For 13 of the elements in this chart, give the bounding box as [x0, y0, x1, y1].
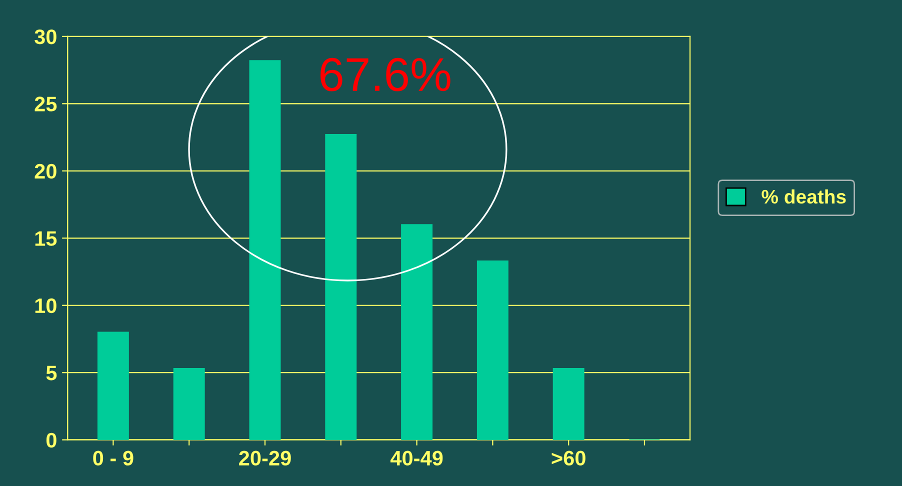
- y-tick-label: 10: [35, 298, 56, 314]
- x-tick-label: >60: [552, 450, 586, 466]
- y-tick-label: 0: [46, 432, 56, 448]
- x-tick-label: 40-49: [390, 450, 443, 466]
- y-tick-label: 25: [34, 96, 57, 112]
- y-tick-label: 20: [34, 164, 56, 179]
- y-tick-label: 15: [35, 231, 57, 246]
- x-tick-label: 0 - 9: [93, 450, 134, 466]
- x-tick-label: 20-29: [239, 450, 291, 466]
- annotation: 67.6%: [320, 58, 450, 92]
- legend-label: % deaths: [762, 189, 846, 204]
- y-tick-label: 5: [46, 366, 57, 380]
- y-tick-label: 30: [34, 29, 56, 44]
